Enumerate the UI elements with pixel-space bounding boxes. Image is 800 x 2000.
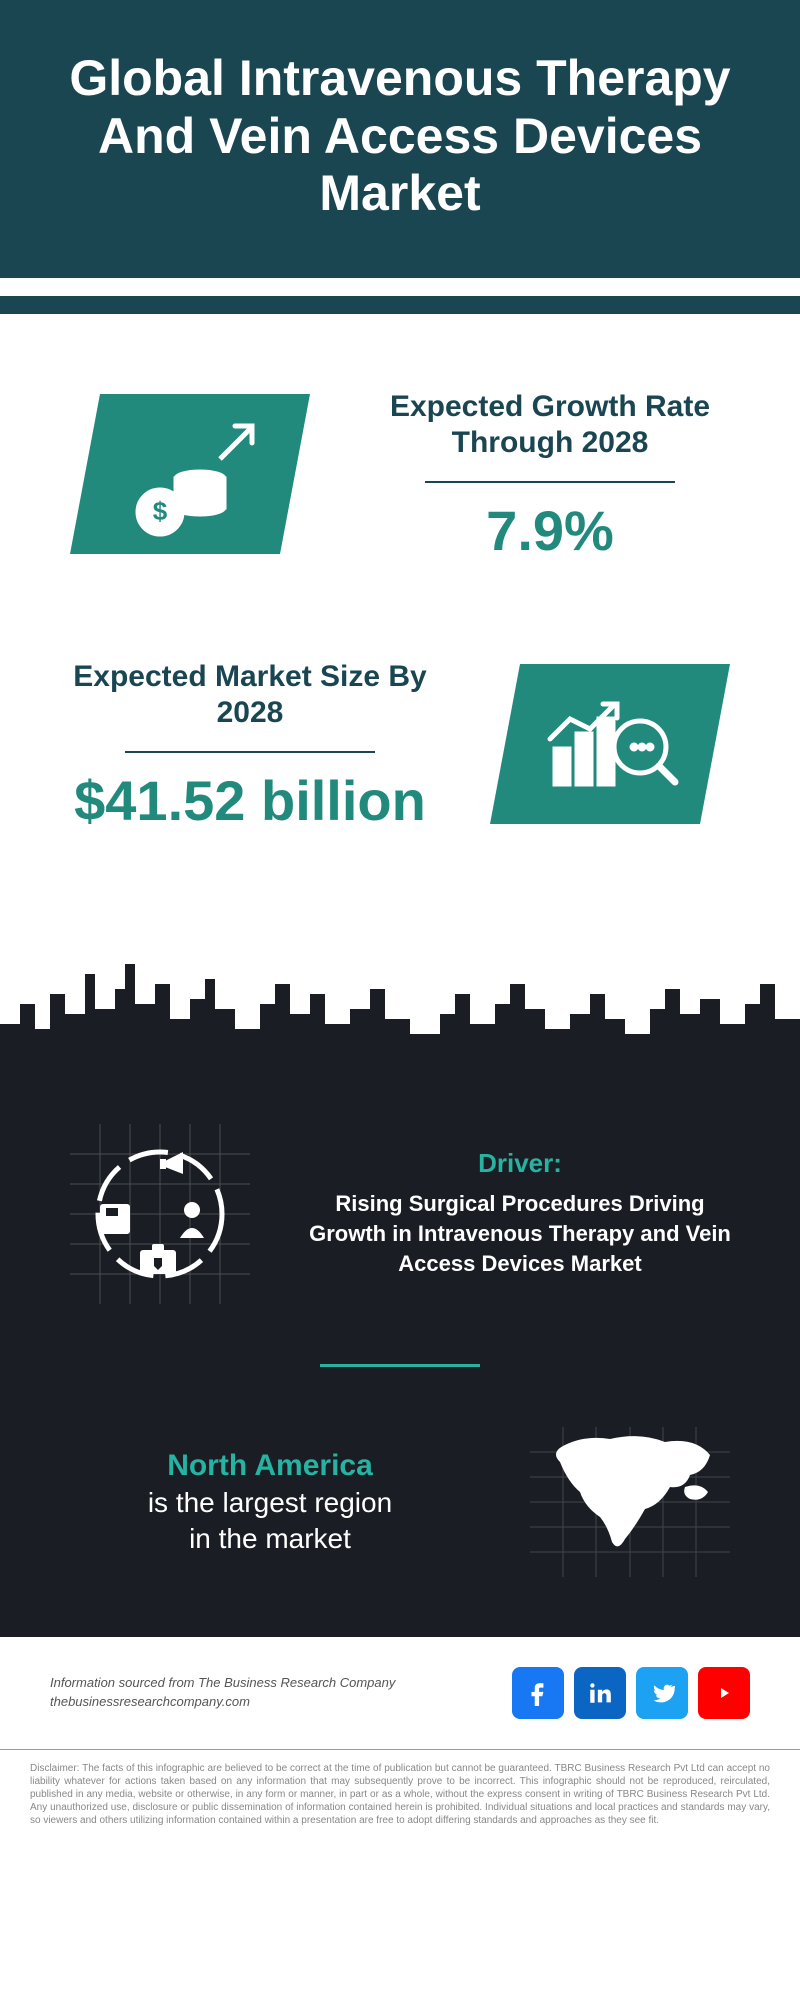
stat-growth-rate: $ Expected Growth Rate Through 2028 7.9% <box>60 384 740 564</box>
divider <box>125 751 375 753</box>
accent-bar <box>0 296 800 314</box>
spacer <box>0 278 800 296</box>
linkedin-icon[interactable] <box>574 1667 626 1719</box>
region-row: North America is the largest region in t… <box>60 1427 740 1577</box>
stat-label: Expected Growth Rate Through 2028 <box>360 389 740 461</box>
header-banner: Global Intravenous Therapy And Vein Acce… <box>0 0 800 278</box>
facebook-icon[interactable] <box>512 1667 564 1719</box>
divider <box>320 1364 480 1367</box>
dark-section: Driver: Rising Surgical Procedures Drivi… <box>0 1074 800 1637</box>
twitter-icon[interactable] <box>636 1667 688 1719</box>
skyline-graphic <box>0 954 800 1074</box>
driver-label: Driver: <box>300 1148 740 1179</box>
page-title: Global Intravenous Therapy And Vein Acce… <box>40 50 760 223</box>
region-highlight: North America <box>60 1446 480 1485</box>
driver-icon <box>60 1124 260 1304</box>
map-icon <box>520 1427 740 1577</box>
stat-value: 7.9% <box>360 503 740 559</box>
region-body-2: in the market <box>60 1521 480 1557</box>
region-body-1: is the largest region <box>60 1485 480 1521</box>
divider <box>425 481 675 483</box>
region-text: North America is the largest region in t… <box>60 1446 480 1558</box>
driver-text: Driver: Rising Surgical Procedures Drivi… <box>300 1148 740 1278</box>
footer: Information sourced from The Business Re… <box>0 1637 800 1749</box>
stat-text-block: Expected Market Size By 2028 $41.52 bill… <box>60 659 440 829</box>
disclaimer-text: Disclaimer: The facts of this infographi… <box>0 1749 800 1857</box>
source-line-2: thebusinessresearchcompany.com <box>50 1693 395 1711</box>
svg-text:$: $ <box>153 496 168 526</box>
footer-source: Information sourced from The Business Re… <box>50 1674 395 1710</box>
driver-row: Driver: Rising Surgical Procedures Drivi… <box>60 1124 740 1304</box>
stats-section: $ Expected Growth Rate Through 2028 7.9% <box>0 314 800 954</box>
stat-value: $41.52 billion <box>60 773 440 829</box>
stat-market-size: Expected Market Size By 2028 $41.52 bill… <box>60 654 740 834</box>
stat-label: Expected Market Size By 2028 <box>60 659 440 731</box>
driver-body: Rising Surgical Procedures Driving Growt… <box>300 1189 740 1278</box>
market-icon <box>480 654 740 834</box>
social-buttons <box>512 1667 750 1719</box>
source-line-1: Information sourced from The Business Re… <box>50 1674 395 1692</box>
growth-icon: $ <box>60 384 320 564</box>
youtube-icon[interactable] <box>698 1667 750 1719</box>
stat-text-block: Expected Growth Rate Through 2028 7.9% <box>360 389 740 559</box>
